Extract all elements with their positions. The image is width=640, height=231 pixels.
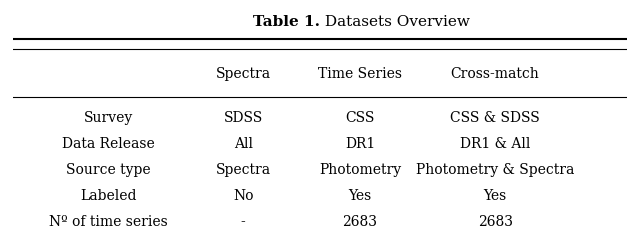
Text: CSS & SDSS: CSS & SDSS [450, 111, 540, 125]
Text: Nº of time series: Nº of time series [49, 215, 168, 229]
Text: Labeled: Labeled [80, 189, 136, 203]
Text: Datasets Overview: Datasets Overview [320, 15, 470, 29]
Text: DR1: DR1 [345, 137, 375, 151]
Text: Photometry: Photometry [319, 163, 401, 177]
Text: CSS: CSS [345, 111, 374, 125]
Text: Spectra: Spectra [216, 163, 271, 177]
Text: Photometry & Spectra: Photometry & Spectra [416, 163, 574, 177]
Text: DR1 & All: DR1 & All [460, 137, 531, 151]
Text: Cross-match: Cross-match [451, 67, 540, 82]
Text: -: - [241, 215, 246, 229]
Text: All: All [234, 137, 253, 151]
Text: Survey: Survey [83, 111, 132, 125]
Text: SDSS: SDSS [223, 111, 263, 125]
Text: Time Series: Time Series [318, 67, 402, 82]
Text: Yes: Yes [483, 189, 507, 203]
Text: Data Release: Data Release [61, 137, 154, 151]
Text: Source type: Source type [66, 163, 150, 177]
Text: Spectra: Spectra [216, 67, 271, 82]
Text: No: No [233, 189, 253, 203]
Text: 2683: 2683 [477, 215, 513, 229]
Text: Table 1.: Table 1. [253, 15, 320, 29]
Text: Yes: Yes [348, 189, 372, 203]
Text: 2683: 2683 [342, 215, 378, 229]
